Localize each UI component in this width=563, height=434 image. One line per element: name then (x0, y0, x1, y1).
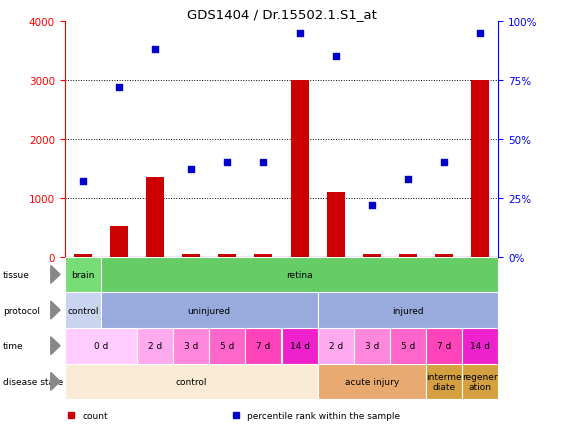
Text: 5 d: 5 d (220, 342, 235, 350)
Bar (363, 254, 381, 257)
Text: protocol: protocol (3, 306, 40, 315)
Text: 3 d: 3 d (184, 342, 198, 350)
Text: injured: injured (392, 306, 424, 315)
Text: uninjured: uninjured (187, 306, 231, 315)
Text: count: count (82, 411, 108, 420)
Point (367, 202, 376, 209)
Title: GDS1404 / Dr.15502.1.S1_at: GDS1404 / Dr.15502.1.S1_at (186, 7, 377, 20)
Text: control: control (176, 377, 207, 386)
Point (295, 30, 304, 37)
Point (259, 159, 268, 166)
Text: tissue: tissue (3, 270, 30, 279)
Bar (110, 227, 128, 257)
Bar (182, 254, 200, 257)
Text: 3 d: 3 d (365, 342, 379, 350)
Text: percentile rank within the sample: percentile rank within the sample (247, 411, 400, 420)
Bar (74, 254, 92, 257)
Polygon shape (51, 337, 60, 355)
Bar (327, 192, 345, 257)
Text: regener
ation: regener ation (462, 372, 498, 391)
Point (187, 166, 196, 173)
Point (476, 30, 485, 37)
Point (78, 178, 87, 185)
Text: 14 d: 14 d (470, 342, 490, 350)
Bar (254, 254, 272, 257)
Text: 7 d: 7 d (256, 342, 271, 350)
Polygon shape (51, 301, 60, 319)
Text: 2 d: 2 d (148, 342, 162, 350)
Point (331, 53, 340, 60)
Polygon shape (51, 372, 60, 391)
Bar (471, 80, 489, 257)
Text: interme
diate: interme diate (426, 372, 462, 391)
Text: disease state: disease state (3, 377, 64, 386)
Text: time: time (3, 342, 24, 350)
Polygon shape (51, 266, 60, 284)
Point (223, 159, 232, 166)
Text: 5 d: 5 d (401, 342, 415, 350)
Bar (218, 254, 236, 257)
Text: brain: brain (71, 270, 95, 279)
Text: acute injury: acute injury (345, 377, 399, 386)
Bar (435, 254, 453, 257)
Point (440, 159, 449, 166)
Text: 7 d: 7 d (437, 342, 452, 350)
Point (150, 46, 159, 53)
Bar (146, 178, 164, 257)
Point (404, 176, 413, 183)
Bar (399, 254, 417, 257)
Text: 14 d: 14 d (289, 342, 310, 350)
Text: 0 d: 0 d (93, 342, 108, 350)
Text: 2 d: 2 d (329, 342, 343, 350)
Text: control: control (67, 306, 99, 315)
Point (114, 84, 123, 91)
Bar (291, 80, 309, 257)
Text: retina: retina (286, 270, 313, 279)
